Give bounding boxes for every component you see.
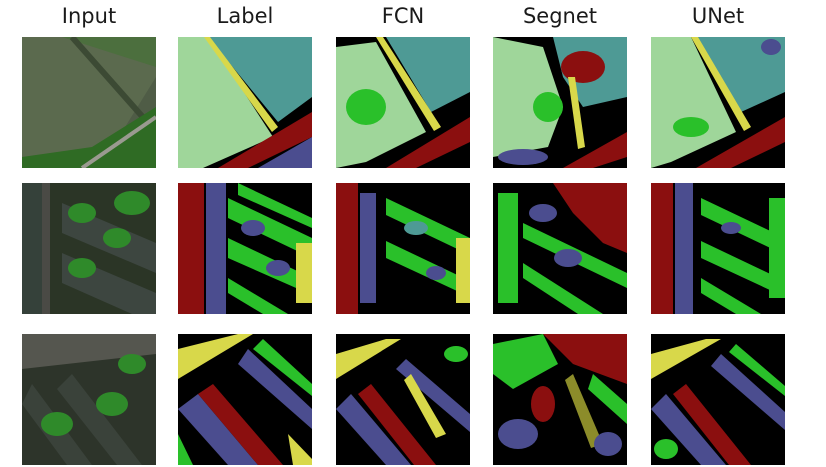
column-title-unet: UNet bbox=[691, 4, 745, 28]
tile-r3-unet bbox=[651, 334, 785, 465]
tile-r2-input bbox=[22, 183, 156, 314]
tile-r3-fcn bbox=[336, 334, 470, 465]
tile-r1-segnet bbox=[493, 37, 627, 168]
tile-r3-label bbox=[178, 334, 312, 465]
column-title-segnet: Segnet bbox=[522, 4, 598, 28]
tile-r2-segnet bbox=[493, 183, 627, 314]
tile-r2-unet bbox=[651, 183, 785, 314]
column-title-label: Label bbox=[216, 4, 274, 28]
tile-r1-input bbox=[22, 37, 156, 168]
tile-r1-unet bbox=[651, 37, 785, 168]
tile-r1-label bbox=[178, 37, 312, 168]
tile-r3-input bbox=[22, 334, 156, 465]
column-title-input: Input bbox=[61, 4, 117, 28]
column-title-fcn: FCN bbox=[381, 4, 425, 28]
tile-r3-segnet bbox=[493, 334, 627, 465]
tile-r2-fcn bbox=[336, 183, 470, 314]
tile-r1-fcn bbox=[336, 37, 470, 168]
tile-r2-label bbox=[178, 183, 312, 314]
